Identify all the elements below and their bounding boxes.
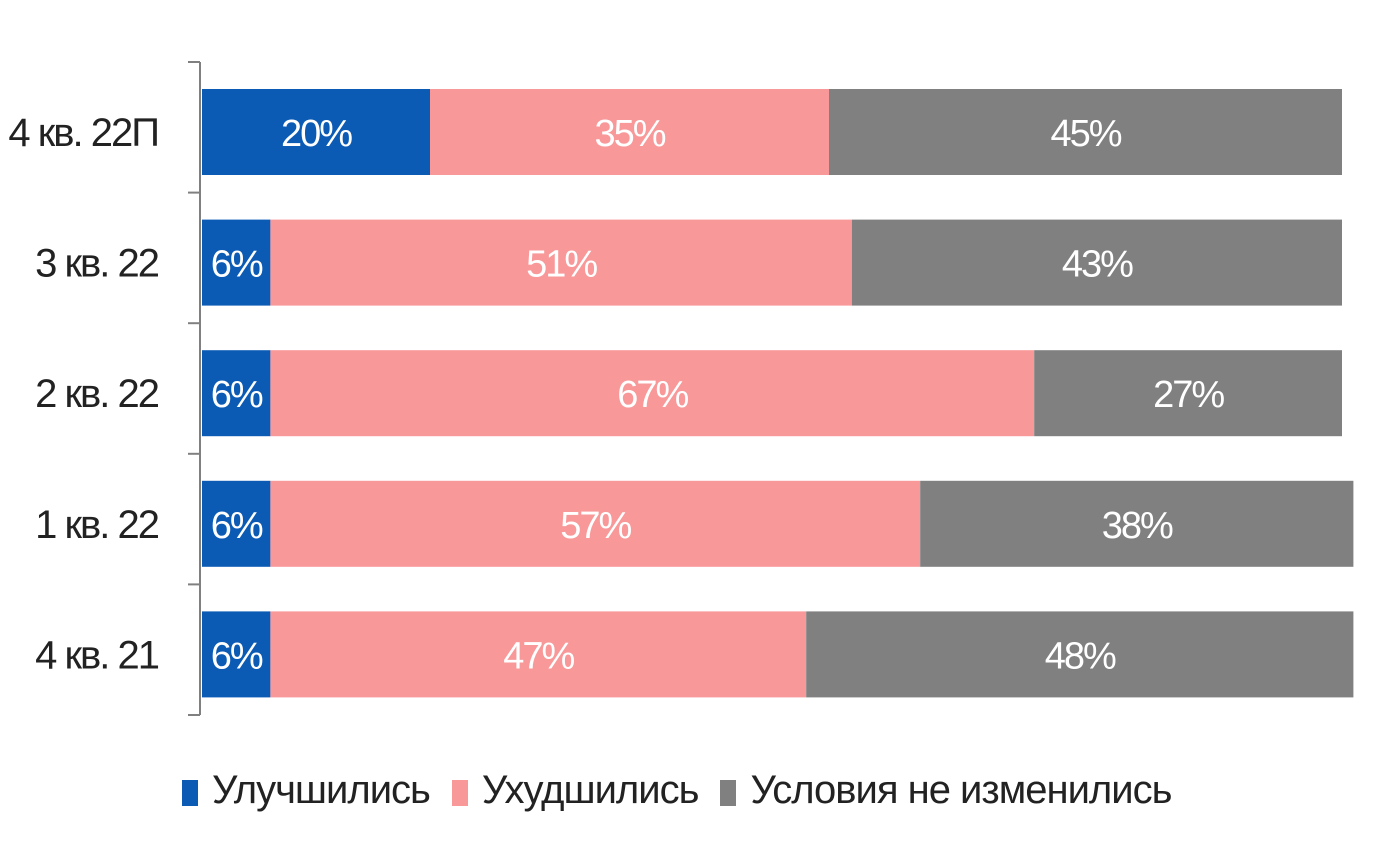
data-labels: 20% 35% 45% 6% 51% 43% 6% 67% 27% 6% 57% 38% 6% 47% 48… [211,113,1227,677]
legend-swatch [182,780,198,806]
bar-segment [202,611,271,698]
data-label: 45% [1050,113,1121,155]
bar-segment [270,611,807,698]
legend-label: Улучшились [212,767,431,812]
bar-segment [270,219,852,306]
data-label: 6% [211,505,263,547]
category-label: 3 кв. 22 [35,242,159,286]
data-label: 6% [211,244,263,286]
data-label: 57% [560,505,631,547]
category-label: 4 кв. 22П [8,111,158,155]
bar-segment [202,480,271,567]
bars [202,89,1354,698]
bar-segment [202,89,430,175]
data-label: 38% [1102,505,1173,547]
bar-segment [920,480,1354,567]
category-axis: 4 кв. 22П 3 кв. 22 2 кв. 22 1 кв. 22 4 кв. 2… [8,61,201,716]
bar-segment [829,89,1342,175]
data-label: 20% [281,113,352,155]
legend-swatch [451,780,468,806]
data-label: 6% [211,635,263,677]
bar-segment [270,480,921,567]
data-label: 6% [211,374,263,416]
bar-segment [806,611,1354,698]
bar-segment [202,219,271,306]
legend-label: Ухудшились [481,767,700,812]
data-label: 67% [617,374,688,416]
category-label: 4 кв. 21 [35,633,159,677]
data-label: 43% [1062,244,1133,286]
bar-segment [851,219,1342,306]
category-label: 1 кв. 22 [35,503,159,547]
data-label: 51% [526,244,597,286]
legend-swatch [720,780,737,806]
bar-segment [202,350,271,437]
legend: Улучшились Ухудшились Условия не изменилис… [182,762,1193,818]
legend-item: Ухудшились [451,767,700,813]
legend-item: Условия не изменились [720,767,1172,813]
legend-label: Условия не изменились [750,767,1172,812]
category-label: 2 кв. 22 [35,372,159,416]
data-label: 27% [1153,374,1224,416]
bar-segment [430,89,829,175]
data-label: 48% [1045,635,1116,677]
legend-item: Улучшились [182,767,431,813]
bar-segment [270,350,1035,437]
data-label: 47% [503,635,574,677]
bar-segment [1034,350,1342,437]
data-label: 35% [594,113,665,155]
